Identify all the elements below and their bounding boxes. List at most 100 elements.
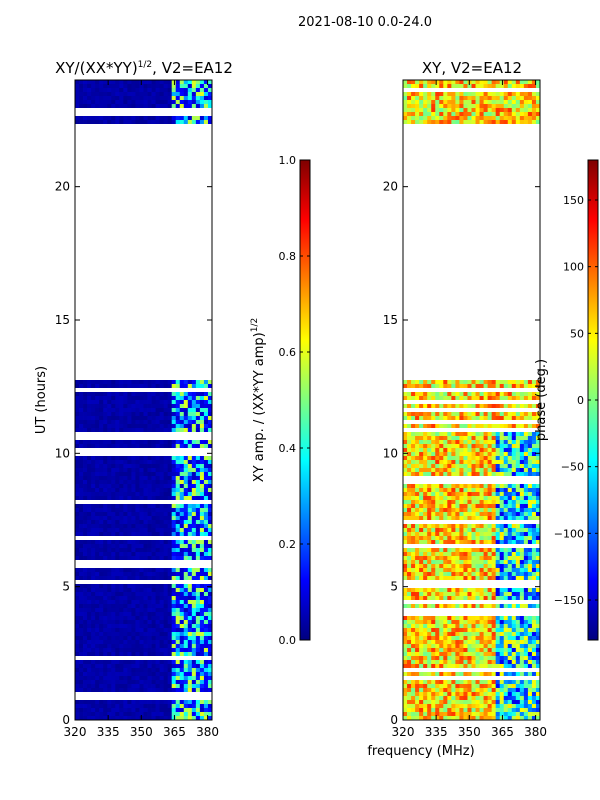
phase-heatmap-cell xyxy=(443,464,448,468)
amplitude-heatmap-cell xyxy=(155,412,161,416)
phase-heatmap-cell xyxy=(451,104,456,108)
amplitude-heatmap-cell xyxy=(203,384,209,388)
phase-heatmap-cell xyxy=(479,556,484,560)
phase-heatmap-cell xyxy=(515,96,521,100)
amplitude-heatmap-cell xyxy=(103,616,108,620)
amplitude-heatmap-cell xyxy=(187,104,193,108)
amplitude-heatmap-cell xyxy=(87,524,92,528)
amplitude-heatmap-cell xyxy=(175,672,181,676)
phase-heatmap-cell xyxy=(515,524,521,528)
amplitude-heatmap-cell xyxy=(151,472,156,476)
phase-heatmap-cell xyxy=(491,576,497,580)
amplitude-heatmap-cell xyxy=(103,116,108,120)
amplitude-heatmap-cell xyxy=(119,708,124,712)
phase-heatmap-cell xyxy=(507,540,513,544)
phase-heatmap-cell xyxy=(495,444,501,448)
amplitude-heatmap-cell xyxy=(111,412,116,416)
phase-heatmap-cell xyxy=(407,84,412,88)
phase-heatmap-cell xyxy=(459,592,464,596)
phase-heatmap-cell xyxy=(455,540,460,544)
amplitude-heatmap-cell xyxy=(195,680,201,684)
amplitude-heatmap-cell xyxy=(199,404,205,408)
amplitude-heatmap-cell xyxy=(119,700,124,704)
phase-heatmap-cell xyxy=(455,92,460,96)
amplitude-heatmap-cell xyxy=(175,596,181,600)
amplitude-heatmap-cell xyxy=(111,624,116,628)
amplitude-heatmap-cell xyxy=(199,412,205,416)
amplitude-heatmap-row xyxy=(75,380,212,384)
phase-heatmap-cell xyxy=(535,492,540,496)
amplitude-heatmap-cell xyxy=(163,416,169,420)
amplitude-heatmap-cell xyxy=(167,512,173,516)
phase-heatmap-cell xyxy=(479,616,484,620)
phase-heatmap-cell xyxy=(503,560,509,564)
phase-heatmap-cell xyxy=(439,440,444,444)
phase-heatmap-cell xyxy=(495,628,501,632)
amplitude-heatmap-cell xyxy=(127,424,132,428)
phase-heatmap-cell xyxy=(475,568,480,572)
phase-heatmap-cell xyxy=(415,628,420,632)
amplitude-heatmap-cell xyxy=(155,592,161,596)
phase-heatmap-cell xyxy=(463,380,468,384)
phase-heatmap-cell xyxy=(403,564,408,568)
amplitude-heatmap-cell xyxy=(207,668,212,672)
amplitude-heatmap-cell xyxy=(171,612,177,616)
amplitude-heatmap-cell xyxy=(123,708,128,712)
phase-heatmap-cell xyxy=(451,592,456,596)
phase-heatmap-cell xyxy=(471,444,476,448)
amplitude-heatmap-cell xyxy=(91,444,96,448)
amplitude-heatmap-cell xyxy=(143,552,148,556)
phase-heatmap-cell xyxy=(403,528,408,532)
phase-heatmap-cell xyxy=(427,616,432,620)
amplitude-heatmap-cell xyxy=(115,520,120,524)
amplitude-heatmap-cell xyxy=(127,472,132,476)
amplitude-heatmap-cell xyxy=(155,624,161,628)
amplitude-heatmap-cell xyxy=(95,84,100,88)
phase-heatmap-cell xyxy=(491,440,497,444)
amplitude-heatmap-cell xyxy=(139,440,144,444)
amplitude-heatmap-cell xyxy=(143,472,148,476)
phase-heatmap-cell xyxy=(511,568,517,572)
amplitude-heatmap-cell xyxy=(207,612,212,616)
phase-heatmap-cell xyxy=(483,528,489,532)
amplitude-heatmap-cell xyxy=(111,456,116,460)
amplitude-heatmap-cell xyxy=(199,416,205,420)
amplitude-heatmap-cell xyxy=(139,652,144,656)
amplitude-heatmap-cell xyxy=(139,572,144,576)
phase-heatmap-cell xyxy=(527,412,533,416)
phase-heatmap-cell xyxy=(423,588,428,592)
phase-heatmap-cell xyxy=(503,84,509,88)
amplitude-heatmap-cell xyxy=(107,688,112,692)
amplitude-heatmap-cell xyxy=(195,468,201,472)
amplitude-heatmap-cell xyxy=(163,384,169,388)
phase-panel-title: XY, V2=EA12 xyxy=(422,59,522,77)
phase-heatmap-cell xyxy=(515,500,521,504)
phase-heatmap-cell xyxy=(463,456,468,460)
phase-heatmap-cell xyxy=(407,528,412,532)
phase-heatmap-cell xyxy=(479,492,484,496)
amplitude-heatmap-cell xyxy=(171,504,177,508)
phase-heatmap-cell xyxy=(415,404,420,408)
phase-heatmap-cell xyxy=(475,432,480,436)
phase-heatmap-cell xyxy=(515,484,521,488)
phase-heatmap-cell xyxy=(467,604,472,608)
phase-heatmap-cell xyxy=(411,80,416,84)
amplitude-heatmap-cell xyxy=(175,544,181,548)
amplitude-heatmap-cell xyxy=(95,424,100,428)
amplitude-heatmap-cell xyxy=(183,384,189,388)
amplitude-heatmap-cell xyxy=(167,444,173,448)
amplitude-heatmap-cell xyxy=(159,556,165,560)
amplitude-heatmap-cell xyxy=(99,424,104,428)
amplitude-heatmap-cell xyxy=(99,608,104,612)
phase-heatmap-cell xyxy=(495,572,501,576)
phase-heatmap-cell xyxy=(407,432,412,436)
amplitude-heatmap-cell xyxy=(83,444,88,448)
amplitude-heatmap-cell xyxy=(207,520,212,524)
amplitude-heatmap-cell xyxy=(111,616,116,620)
amplitude-heatmap-cell xyxy=(179,116,185,120)
amplitude-heatmap-cell xyxy=(135,444,140,448)
phase-heatmap-cell xyxy=(415,528,420,532)
amplitude-heatmap-cell xyxy=(75,596,80,600)
phase-heatmap-cell xyxy=(507,416,513,420)
amplitude-heatmap-cell xyxy=(103,660,108,664)
